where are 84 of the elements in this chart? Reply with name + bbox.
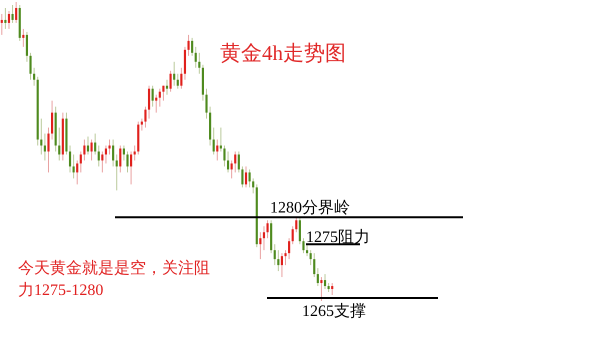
candlestick <box>58 127 60 161</box>
ref-line-label: 1265支撑 <box>302 302 366 320</box>
candlestick <box>295 216 298 233</box>
candlestick <box>259 232 262 260</box>
candlestick <box>51 100 54 140</box>
candlestick <box>80 151 82 173</box>
candlestick <box>262 226 266 251</box>
candlestick <box>274 244 276 266</box>
candlestick <box>4 7 6 30</box>
candlestick <box>72 154 75 179</box>
candlestick <box>94 133 96 155</box>
candlestick <box>198 52 200 74</box>
candlestick <box>173 61 176 86</box>
candlestick <box>76 160 78 185</box>
text: 黄金4h走势图 <box>220 41 346 65</box>
candlestick <box>98 145 100 167</box>
candlestick <box>15 2 18 24</box>
ref-line-label: 1275阻力 <box>306 228 370 246</box>
candlestick <box>280 252 283 278</box>
candlestick <box>191 37 194 56</box>
candlestick <box>155 94 158 114</box>
candlestick <box>244 166 248 188</box>
candlestick <box>187 34 190 56</box>
candlestick <box>22 28 24 48</box>
candlestick <box>223 145 226 167</box>
candlestick <box>226 151 230 173</box>
candlestick <box>331 282 334 296</box>
candlestick <box>248 168 251 188</box>
candlestick <box>220 127 222 152</box>
candlestick <box>11 4 14 24</box>
candlestick <box>8 10 10 30</box>
candlestick <box>176 73 179 90</box>
candlestick <box>216 139 218 161</box>
candlestick <box>184 46 186 80</box>
candlestick <box>119 145 122 173</box>
candlestick <box>83 139 86 161</box>
candlestick <box>194 46 197 68</box>
candlestick <box>152 85 154 108</box>
candlestick <box>162 85 164 102</box>
candlestick <box>122 145 125 161</box>
candlestick <box>148 85 150 120</box>
candlestick <box>166 79 168 96</box>
candlestick <box>238 151 240 173</box>
candlestick <box>126 151 129 173</box>
candlestick <box>234 151 236 173</box>
candlestick <box>29 52 32 80</box>
candlestick <box>316 268 319 287</box>
candlestick <box>40 118 42 155</box>
candlestick <box>108 139 111 155</box>
candlestick <box>306 244 308 257</box>
annotation: 今天黄金就是是空，关注阻力1275-1280 <box>18 258 211 301</box>
candlestick <box>313 252 316 278</box>
candlestick <box>101 151 104 173</box>
candlestick <box>292 226 294 245</box>
candlestick <box>230 160 233 179</box>
candlestick <box>324 274 326 290</box>
candlestick <box>90 139 93 161</box>
candlestick <box>284 250 287 266</box>
candlestick <box>134 145 136 161</box>
candlestick <box>170 70 172 92</box>
candlestick <box>26 31 28 62</box>
candlestick <box>104 145 108 164</box>
candlestick <box>116 154 118 191</box>
candlestick <box>158 88 161 108</box>
candlestick <box>86 136 90 155</box>
candlestick <box>252 178 254 194</box>
candlestick <box>0 13 3 36</box>
candlestick <box>277 250 280 272</box>
candlestick <box>310 250 312 266</box>
candlestick <box>320 276 323 302</box>
candlestick <box>47 127 50 173</box>
candlestick <box>44 133 46 161</box>
candlestick <box>212 127 215 155</box>
candlestick <box>130 151 132 185</box>
ref-line-label: 1280分界岭 <box>270 199 350 216</box>
candlestick <box>288 238 290 260</box>
candlestick <box>302 238 305 254</box>
candlestick <box>298 216 301 245</box>
candlestick <box>140 118 143 132</box>
candlestick <box>241 166 244 188</box>
candlestick <box>205 88 208 120</box>
candlestick <box>112 139 114 167</box>
candlestick <box>144 106 147 128</box>
candlestick <box>68 145 72 173</box>
